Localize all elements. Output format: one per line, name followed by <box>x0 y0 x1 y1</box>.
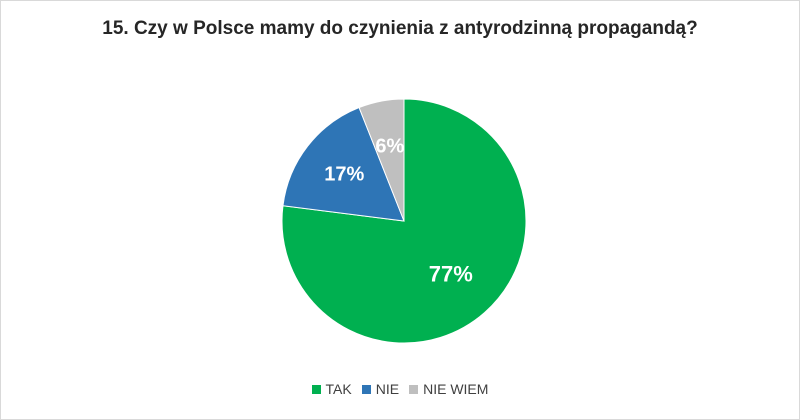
chart-legend: TAK NIE NIE WIEM <box>0 381 800 397</box>
legend-label-tak: TAK <box>325 381 352 397</box>
data-label-nie-wiem: 6% <box>375 136 404 158</box>
chart-title: 15. Czy w Polsce mamy do czynienia z ant… <box>102 18 698 39</box>
data-label-nie: 17% <box>324 164 364 186</box>
pie-slice-nie-wiem <box>358 98 405 222</box>
legend-item-nie: NIE <box>361 381 400 397</box>
pie-data-labels: 77% 17% 6% <box>324 136 473 287</box>
pie-slice-nie <box>282 106 405 222</box>
legend-swatch-nie-wiem <box>409 384 419 394</box>
legend-item-tak: TAK <box>311 381 352 397</box>
pie-slices <box>281 98 527 344</box>
legend-label-nie-wiem: NIE WIEM <box>423 381 489 397</box>
legend-swatch-nie <box>361 384 371 394</box>
legend-item-nie-wiem: NIE WIEM <box>409 381 488 397</box>
legend-swatch-tak <box>311 384 321 394</box>
legend-label-nie: NIE <box>375 381 400 397</box>
data-label-tak: 77% <box>429 262 473 287</box>
